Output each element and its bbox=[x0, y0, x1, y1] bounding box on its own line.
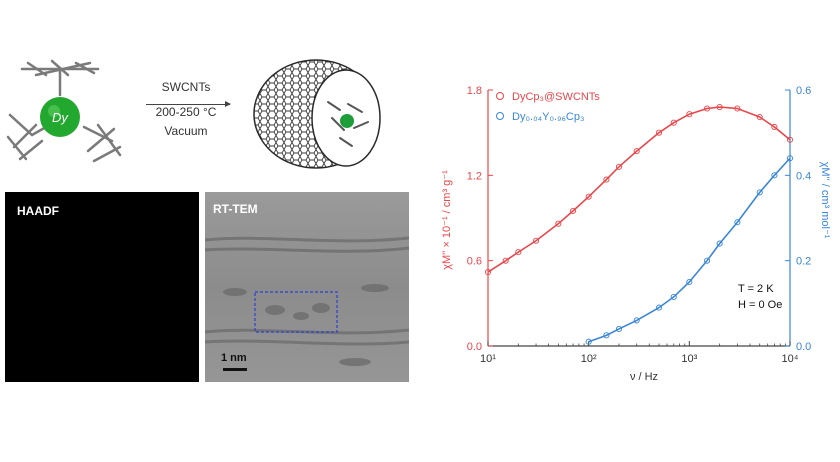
series-0-data-point bbox=[786, 136, 794, 143]
series-0-fit-line bbox=[487, 106, 791, 273]
series-1-data-point bbox=[670, 293, 677, 300]
reaction-conditions: SWCNTs 200-250 °C Vacuum bbox=[138, 78, 234, 141]
series-1-data-point bbox=[585, 338, 592, 345]
haadf-image-panel: HAADF bbox=[5, 192, 199, 382]
series-1-data-point bbox=[786, 155, 794, 162]
tem-image-panel: RT-TEM 1 nm bbox=[205, 192, 409, 382]
x-axis-label: ν / Hz bbox=[630, 371, 658, 383]
series-0-data-point bbox=[555, 220, 562, 227]
y-right-tick-label: 0.4 bbox=[796, 170, 811, 182]
series-0-data-point bbox=[532, 237, 540, 244]
series-1-data-point bbox=[734, 219, 741, 226]
series-0-data-point bbox=[484, 268, 492, 276]
temperature-annotation: T = 2 K bbox=[738, 283, 774, 295]
tem-micrograph bbox=[205, 192, 409, 382]
series-0-data-point bbox=[633, 148, 640, 155]
series-1-data-point bbox=[716, 240, 723, 247]
series-0-data-point bbox=[756, 113, 763, 121]
haadf-label: HAADF bbox=[17, 204, 59, 218]
dy-atom-label: Dy bbox=[52, 110, 69, 125]
y-left-tick-label: 0.0 bbox=[467, 341, 482, 353]
y-right-tick-label: 0.2 bbox=[796, 256, 811, 268]
series-0-data-point bbox=[716, 104, 723, 111]
series-0-data-point bbox=[585, 193, 592, 200]
y-right-tick-label: 0.6 bbox=[796, 85, 811, 97]
field-annotation: H = 0 Oe bbox=[738, 299, 782, 311]
series-1-data-point bbox=[771, 172, 778, 179]
y-axis-right-label: χM'' / cm³ mol⁻¹ bbox=[819, 162, 831, 239]
ac-susceptibility-chart: χM'' × 10⁻¹ / cm³ g⁻¹ χM'' / cm³ mol⁻¹ ν… bbox=[441, 85, 831, 383]
series-0-data-point bbox=[734, 105, 741, 112]
series-0-data-point bbox=[502, 257, 509, 264]
series-0-data-point bbox=[655, 129, 663, 136]
series-1-fit-line bbox=[588, 157, 791, 343]
series-1-data-point bbox=[704, 257, 711, 264]
series-0-data-point bbox=[515, 249, 522, 256]
legend-marker-0 bbox=[496, 92, 504, 100]
x-tick-label: 10⁴ bbox=[782, 353, 799, 365]
scale-bar-label: 1 nm bbox=[221, 352, 247, 364]
dycp3-molecule: Dy bbox=[6, 59, 122, 163]
tem-highlight-box bbox=[254, 291, 338, 333]
condition-reagent: SWCNTs bbox=[161, 80, 211, 94]
tem-label: RT-TEM bbox=[213, 202, 258, 216]
series-0-data-point bbox=[670, 119, 677, 126]
series-1-data-point bbox=[655, 304, 663, 311]
x-tick-label: 10¹ bbox=[480, 353, 496, 365]
series-0-data-point bbox=[615, 163, 623, 170]
series-1-data-point bbox=[633, 317, 640, 324]
series-0-data-point bbox=[570, 207, 577, 214]
y-left-tick-label: 1.8 bbox=[467, 85, 482, 97]
condition-vacuum: Vacuum bbox=[164, 124, 208, 138]
series-0-data-point bbox=[704, 105, 711, 112]
condition-temperature: 200-250 °C bbox=[155, 105, 217, 119]
series-0-data-point bbox=[771, 123, 778, 131]
x-tick-label: 10³ bbox=[681, 353, 697, 365]
y-left-tick-label: 1.2 bbox=[467, 170, 482, 182]
reaction-arrow bbox=[146, 101, 231, 107]
legend-label-0: DyCp₃@SWCNTs bbox=[512, 91, 600, 103]
series-1-data-point bbox=[756, 189, 763, 196]
y-axis-left-label: χM'' × 10⁻¹ / cm³ g⁻¹ bbox=[441, 170, 453, 270]
legend-label-1: Dy₀.₀₄Y₀.₉₆Cp₃ bbox=[512, 111, 584, 123]
series-1-data-point bbox=[686, 278, 693, 286]
series-0-data-point bbox=[603, 176, 610, 183]
series-1-data-point bbox=[615, 325, 623, 332]
y-right-tick-label: 0.0 bbox=[796, 341, 811, 353]
series-0-data-point bbox=[686, 111, 693, 118]
nanotube-image bbox=[253, 59, 381, 169]
y-left-tick-label: 0.6 bbox=[467, 256, 482, 268]
series-1-data-point bbox=[603, 332, 610, 339]
legend-marker-1 bbox=[496, 112, 504, 120]
x-tick-label: 10² bbox=[581, 353, 597, 365]
